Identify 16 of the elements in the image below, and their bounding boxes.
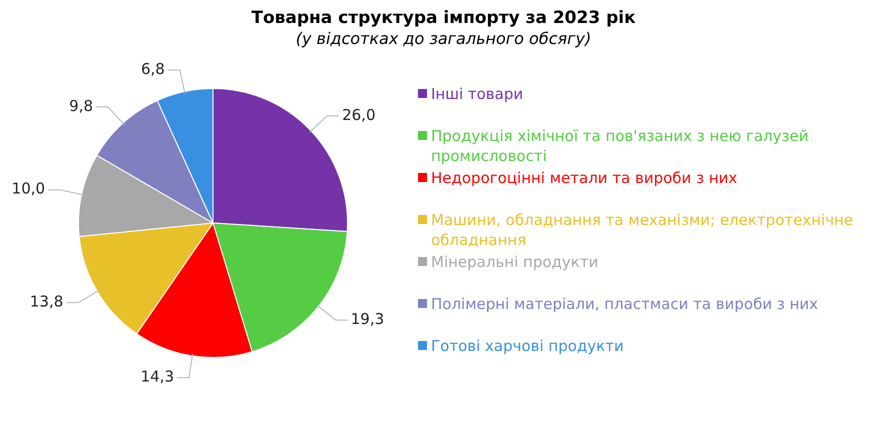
data-label: 14,3 — [140, 368, 174, 386]
chart-title: Товарна структура імпорту за 2023 рік — [250, 8, 637, 28]
legend-label: Інші товари — [431, 84, 524, 104]
data-label: 10,0 — [12, 180, 46, 198]
data-label: 6,8 — [140, 60, 165, 78]
data-label: 13,8 — [30, 292, 64, 311]
legend-label: Недорогоцінні метали та вироби з них — [431, 168, 738, 188]
data-label: 9,8 — [69, 96, 94, 115]
legend-label: Готові харчові продукти — [431, 336, 624, 356]
data-label: 26,0 — [342, 106, 376, 124]
data-label: 19,3 — [350, 310, 384, 328]
legend-label: Продукція хімічної та пов'язаних з нею галузей промисловості — [431, 126, 810, 166]
legend-label: Мінеральні продукти — [431, 252, 598, 272]
chart-subtitle: (у відсотках до загального обсягу) — [294, 29, 592, 48]
legend-label: Полімерні матеріали, пластмаси та вироби з них — [431, 294, 818, 314]
legend-label: Машини, обладнання та механізми; електротехнічне обладнання — [431, 210, 854, 250]
